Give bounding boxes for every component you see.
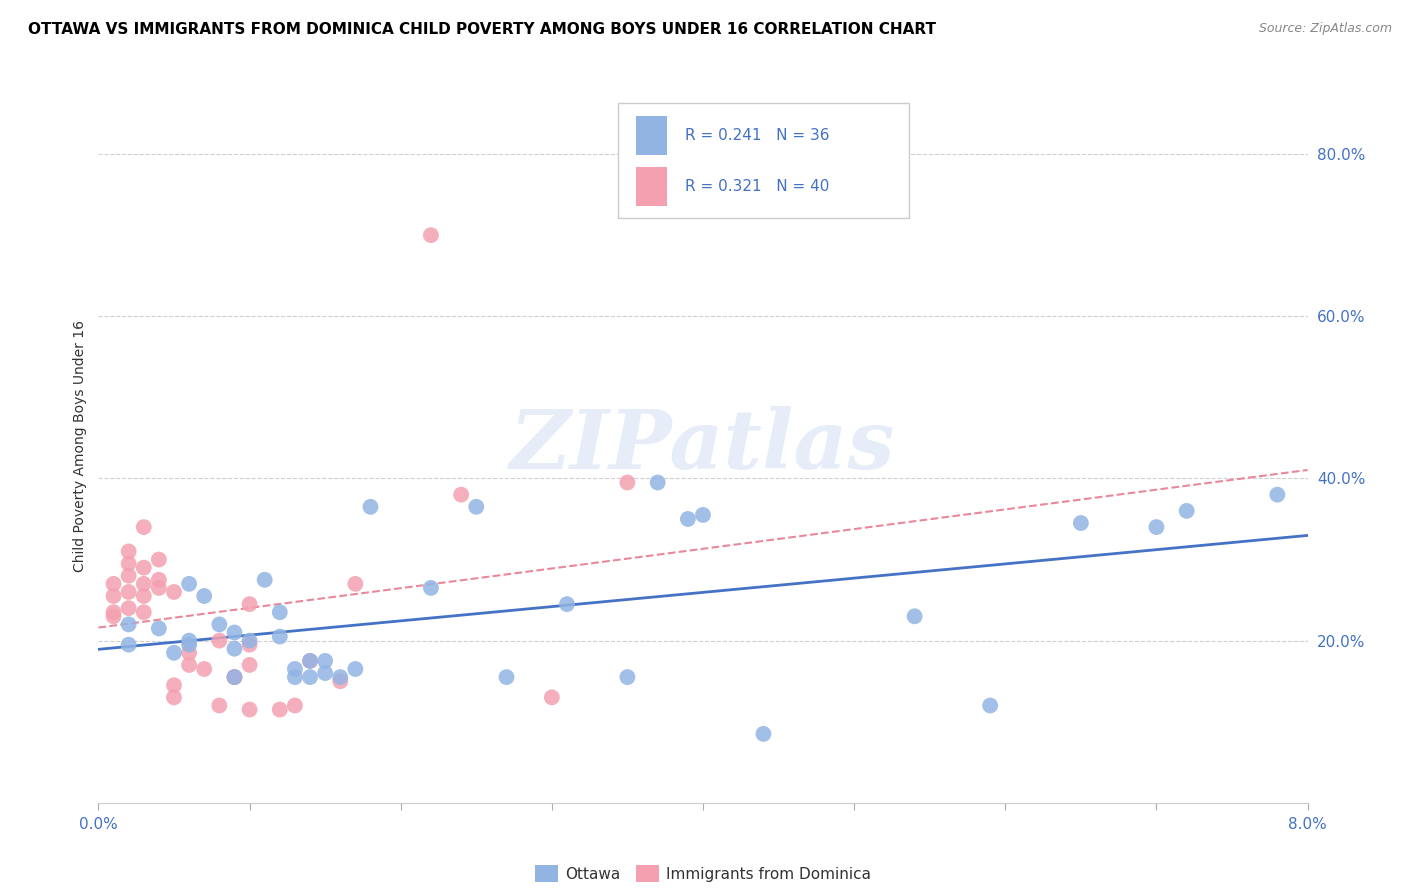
Point bbox=[118, 601, 141, 615]
Point bbox=[239, 702, 262, 716]
Point bbox=[179, 633, 201, 648]
Point bbox=[1070, 516, 1092, 530]
FancyBboxPatch shape bbox=[619, 103, 908, 218]
Point bbox=[269, 630, 291, 644]
Point bbox=[193, 662, 215, 676]
Point bbox=[118, 617, 141, 632]
Point bbox=[163, 690, 186, 705]
Point bbox=[344, 662, 367, 676]
Point bbox=[148, 552, 170, 566]
Point bbox=[299, 654, 322, 668]
Point bbox=[132, 560, 155, 574]
Point bbox=[179, 657, 201, 672]
Text: R = 0.321   N = 40: R = 0.321 N = 40 bbox=[685, 179, 830, 194]
Point bbox=[208, 617, 231, 632]
Point bbox=[495, 670, 517, 684]
Point bbox=[284, 670, 307, 684]
Point bbox=[103, 609, 125, 624]
Point bbox=[299, 654, 322, 668]
Point bbox=[676, 512, 699, 526]
Point bbox=[979, 698, 1001, 713]
Point bbox=[359, 500, 381, 514]
Point bbox=[450, 488, 472, 502]
Point bbox=[148, 622, 170, 636]
Point bbox=[163, 678, 186, 692]
Point bbox=[314, 654, 336, 668]
Point bbox=[163, 585, 186, 599]
Point bbox=[208, 633, 231, 648]
Point bbox=[647, 475, 669, 490]
Point bbox=[253, 573, 276, 587]
Point bbox=[239, 597, 262, 611]
Text: OTTAWA VS IMMIGRANTS FROM DOMINICA CHILD POVERTY AMONG BOYS UNDER 16 CORRELATION: OTTAWA VS IMMIGRANTS FROM DOMINICA CHILD… bbox=[28, 22, 936, 37]
Point bbox=[752, 727, 775, 741]
Point bbox=[103, 605, 125, 619]
Point bbox=[419, 228, 441, 243]
Legend: Ottawa, Immigrants from Dominica: Ottawa, Immigrants from Dominica bbox=[529, 859, 877, 888]
Point bbox=[118, 568, 141, 582]
Point bbox=[224, 670, 246, 684]
Point bbox=[132, 577, 155, 591]
Point bbox=[903, 609, 925, 624]
Point bbox=[329, 674, 352, 689]
Point bbox=[118, 585, 141, 599]
Point bbox=[314, 666, 336, 681]
Point bbox=[163, 646, 186, 660]
Point bbox=[269, 605, 291, 619]
Point bbox=[118, 557, 141, 571]
Point bbox=[118, 638, 141, 652]
Point bbox=[465, 500, 488, 514]
Point bbox=[224, 670, 246, 684]
Point bbox=[179, 638, 201, 652]
Point bbox=[103, 589, 125, 603]
Bar bbox=[637, 167, 666, 206]
Point bbox=[208, 698, 231, 713]
Point bbox=[540, 690, 562, 705]
Point bbox=[224, 625, 246, 640]
Point bbox=[616, 475, 638, 490]
Point bbox=[239, 633, 262, 648]
Point bbox=[284, 662, 307, 676]
Point bbox=[329, 670, 352, 684]
Point bbox=[616, 670, 638, 684]
Point bbox=[132, 605, 155, 619]
Point bbox=[1265, 488, 1288, 502]
Text: ZIPatlas: ZIPatlas bbox=[510, 406, 896, 486]
Point bbox=[224, 641, 246, 656]
Point bbox=[132, 589, 155, 603]
Point bbox=[299, 670, 322, 684]
Point bbox=[239, 657, 262, 672]
Point bbox=[148, 581, 170, 595]
Point bbox=[1144, 520, 1167, 534]
Point bbox=[344, 577, 367, 591]
Text: R = 0.241   N = 36: R = 0.241 N = 36 bbox=[685, 128, 830, 143]
Point bbox=[1175, 504, 1198, 518]
Point bbox=[269, 702, 291, 716]
Point bbox=[132, 520, 155, 534]
Point bbox=[419, 581, 441, 595]
Bar bbox=[637, 116, 666, 155]
Text: Source: ZipAtlas.com: Source: ZipAtlas.com bbox=[1258, 22, 1392, 36]
Point bbox=[692, 508, 714, 522]
Point bbox=[193, 589, 215, 603]
Point bbox=[118, 544, 141, 558]
Point bbox=[148, 573, 170, 587]
Point bbox=[555, 597, 578, 611]
Y-axis label: Child Poverty Among Boys Under 16: Child Poverty Among Boys Under 16 bbox=[73, 320, 87, 572]
Point bbox=[224, 670, 246, 684]
Point bbox=[179, 577, 201, 591]
Point bbox=[179, 646, 201, 660]
Point bbox=[239, 638, 262, 652]
Point bbox=[103, 577, 125, 591]
Point bbox=[284, 698, 307, 713]
